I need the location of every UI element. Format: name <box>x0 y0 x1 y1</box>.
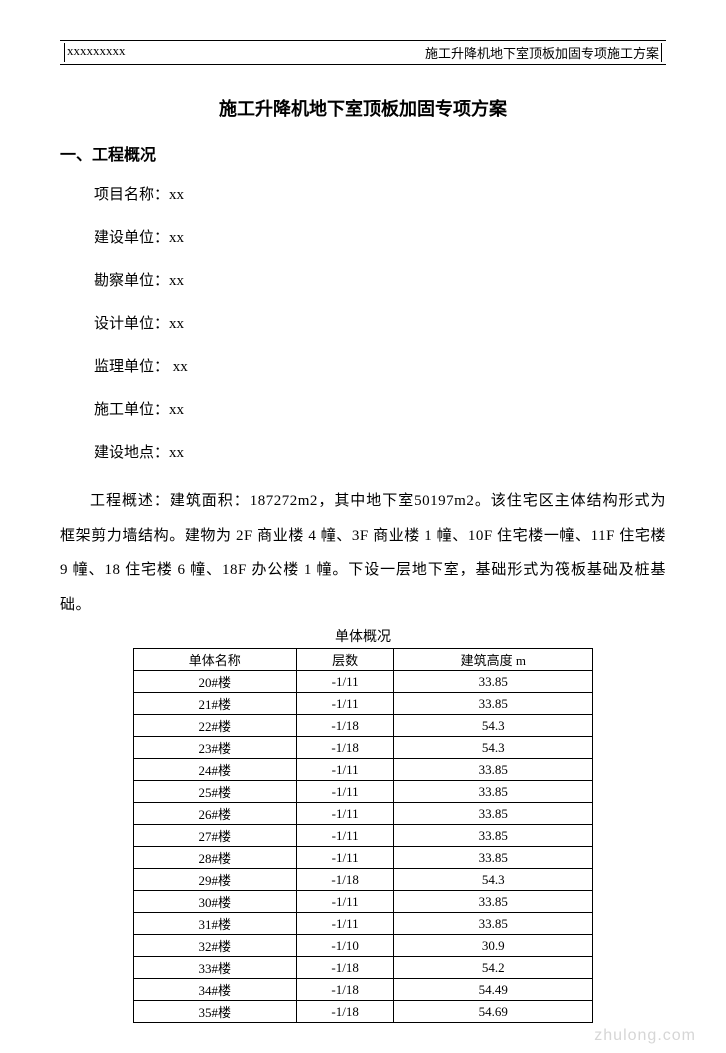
table-cell: 54.69 <box>394 1001 593 1023</box>
table-cell: 54.3 <box>394 869 593 891</box>
table-cell: -1/11 <box>296 913 393 935</box>
page-header: xxxxxxxxx 施工升降机地下室顶板加固专项施工方案 <box>60 40 666 65</box>
table-cell: 33.85 <box>394 781 593 803</box>
table-row: 26#楼-1/1133.85 <box>133 803 593 825</box>
table-row: 23#楼-1/1854.3 <box>133 737 593 759</box>
table-cell: 54.3 <box>394 737 593 759</box>
building-table: 单体名称 层数 建筑高度 m 20#楼-1/1133.8521#楼-1/1133… <box>133 648 594 1023</box>
table-cell: 35#楼 <box>133 1001 296 1023</box>
table-row: 31#楼-1/1133.85 <box>133 913 593 935</box>
table-cell: 33.85 <box>394 891 593 913</box>
table-cell: -1/18 <box>296 957 393 979</box>
info-supervision-unit: 监理单位： xx <box>60 355 666 376</box>
table-row: 34#楼-1/1854.49 <box>133 979 593 1001</box>
table-cell: -1/11 <box>296 781 393 803</box>
table-row: 24#楼-1/1133.85 <box>133 759 593 781</box>
info-survey-unit: 勘察单位：xx <box>60 269 666 290</box>
table-row: 30#楼-1/1133.85 <box>133 891 593 913</box>
table-cell: -1/11 <box>296 693 393 715</box>
table-col-name: 单体名称 <box>133 649 296 671</box>
table-cell: -1/11 <box>296 671 393 693</box>
table-cell: 33#楼 <box>133 957 296 979</box>
table-cell: -1/11 <box>296 759 393 781</box>
table-row: 21#楼-1/1133.85 <box>133 693 593 715</box>
table-cell: 25#楼 <box>133 781 296 803</box>
table-cell: -1/18 <box>296 715 393 737</box>
table-cell: 22#楼 <box>133 715 296 737</box>
table-row: 20#楼-1/1133.85 <box>133 671 593 693</box>
table-row: 29#楼-1/1854.3 <box>133 869 593 891</box>
table-row: 25#楼-1/1133.85 <box>133 781 593 803</box>
table-cell: -1/18 <box>296 869 393 891</box>
table-cell: -1/10 <box>296 935 393 957</box>
table-cell: 23#楼 <box>133 737 296 759</box>
table-row: 28#楼-1/1133.85 <box>133 847 593 869</box>
table-cell: 30#楼 <box>133 891 296 913</box>
table-cell: -1/11 <box>296 891 393 913</box>
table-cell: -1/11 <box>296 803 393 825</box>
table-cell: 33.85 <box>394 693 593 715</box>
table-cell: 34#楼 <box>133 979 296 1001</box>
table-row: 32#楼-1/1030.9 <box>133 935 593 957</box>
table-cell: 33.85 <box>394 825 593 847</box>
table-cell: 30.9 <box>394 935 593 957</box>
table-cell: 28#楼 <box>133 847 296 869</box>
table-col-floors: 层数 <box>296 649 393 671</box>
section-heading: 一、工程概况 <box>60 141 666 165</box>
table-cell: 54.49 <box>394 979 593 1001</box>
info-construction-unit: 建设单位：xx <box>60 226 666 247</box>
table-row: 22#楼-1/1854.3 <box>133 715 593 737</box>
table-cell: 24#楼 <box>133 759 296 781</box>
info-project-name: 项目名称：xx <box>60 183 666 204</box>
watermark-text: zhulong.com <box>594 1027 696 1045</box>
table-caption: 单体概况 <box>60 626 666 646</box>
info-design-unit: 设计单位：xx <box>60 312 666 333</box>
table-cell: 33.85 <box>394 913 593 935</box>
table-cell: 54.2 <box>394 957 593 979</box>
table-cell: -1/18 <box>296 737 393 759</box>
table-cell: -1/18 <box>296 979 393 1001</box>
project-description: 工程概述：建筑面积：187272m2，其中地下室50197m2。该住宅区主体结构… <box>60 484 666 622</box>
table-col-height: 建筑高度 m <box>394 649 593 671</box>
table-cell: 27#楼 <box>133 825 296 847</box>
table-row: 33#楼-1/1854.2 <box>133 957 593 979</box>
info-location: 建设地点：xx <box>60 441 666 462</box>
header-left-text: xxxxxxxxx <box>64 43 126 62</box>
table-header-row: 单体名称 层数 建筑高度 m <box>133 649 593 671</box>
table-cell: 26#楼 <box>133 803 296 825</box>
document-page: xxxxxxxxx 施工升降机地下室顶板加固专项施工方案 施工升降机地下室顶板加… <box>0 0 726 1053</box>
table-cell: 21#楼 <box>133 693 296 715</box>
table-cell: 20#楼 <box>133 671 296 693</box>
table-body: 20#楼-1/1133.8521#楼-1/1133.8522#楼-1/1854.… <box>133 671 593 1023</box>
table-cell: 33.85 <box>394 671 593 693</box>
table-cell: -1/18 <box>296 1001 393 1023</box>
header-right-text: 施工升降机地下室顶板加固专项施工方案 <box>425 43 662 62</box>
table-cell: 33.85 <box>394 803 593 825</box>
table-cell: -1/11 <box>296 847 393 869</box>
document-title: 施工升降机地下室顶板加固专项方案 <box>60 95 666 121</box>
table-cell: 29#楼 <box>133 869 296 891</box>
table-cell: 54.3 <box>394 715 593 737</box>
table-cell: 32#楼 <box>133 935 296 957</box>
table-cell: 31#楼 <box>133 913 296 935</box>
table-cell: 33.85 <box>394 759 593 781</box>
info-builder-unit: 施工单位：xx <box>60 398 666 419</box>
table-cell: -1/11 <box>296 825 393 847</box>
table-row: 27#楼-1/1133.85 <box>133 825 593 847</box>
table-cell: 33.85 <box>394 847 593 869</box>
table-row: 35#楼-1/1854.69 <box>133 1001 593 1023</box>
